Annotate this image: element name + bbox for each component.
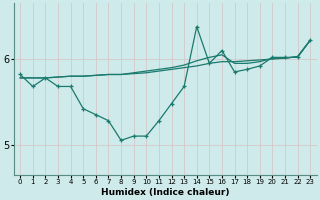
X-axis label: Humidex (Indice chaleur): Humidex (Indice chaleur) bbox=[101, 188, 229, 197]
